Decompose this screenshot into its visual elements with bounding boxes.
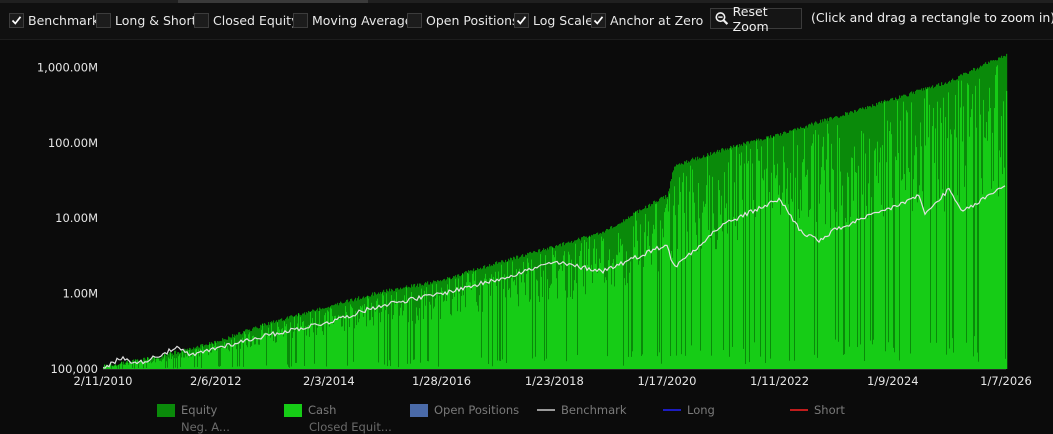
benchmark-checkbox[interactable] [9, 13, 24, 28]
legend-item-benchmark[interactable]: Benchmark [537, 403, 627, 417]
closed-equity-option[interactable]: Closed Equity [194, 11, 299, 29]
legend-swatch [284, 404, 302, 417]
legend-item-open-positions[interactable]: Open Positions [410, 403, 519, 417]
legend-label: Open Positions [434, 403, 519, 417]
moving-average-checkbox[interactable] [293, 13, 308, 28]
legend-label: Equity [181, 403, 217, 417]
long-short-option[interactable]: Long & Short [96, 11, 197, 29]
legend-item-equity[interactable]: Equity [157, 403, 217, 417]
chart-toolbar: Benchmark Long & Short Closed Equity Mov… [0, 0, 1053, 40]
x-tick-label: 1/7/2026 [980, 374, 1032, 388]
x-tick-label: 1/28/2016 [412, 374, 471, 388]
closed-equity-label: Closed Equity [213, 13, 299, 28]
y-tick-label: 1.00M [62, 287, 98, 301]
legend-line [790, 409, 808, 411]
moving-average-option[interactable]: Moving Average [293, 11, 412, 29]
y-tick-label: 1,000.00M [37, 60, 98, 74]
legend-swatch [157, 404, 175, 417]
y-tick-label: 10.00M [55, 211, 98, 225]
x-tick-label: 2/6/2012 [190, 374, 242, 388]
log-scale-label: Log Scale [533, 13, 593, 28]
y-tick-label: 100.00M [48, 136, 98, 150]
x-tick-label: 1/17/2020 [637, 374, 696, 388]
legend-label: Cash [308, 403, 336, 417]
legend-line [663, 409, 681, 411]
legend-swatch [410, 404, 428, 417]
log-scale-option[interactable]: Log Scale [514, 11, 593, 29]
chart-legend: Equity Cash Open Positions Benchmark Lon… [0, 403, 1053, 427]
open-positions-option[interactable]: Open Positions [407, 11, 519, 29]
legend-item-neg: Neg. A... [181, 420, 230, 434]
benchmark-option[interactable]: Benchmark [9, 11, 99, 29]
legend-item-closed-equity: Closed Equit... [309, 420, 392, 434]
open-positions-label: Open Positions [426, 13, 519, 28]
checkmark-icon [11, 15, 22, 26]
zoom-hint: (Click and drag a rectangle to zoom in) [811, 10, 1053, 25]
x-tick-label: 2/11/2010 [74, 374, 133, 388]
closed-equity-checkbox[interactable] [194, 13, 209, 28]
x-tick-label: 1/23/2018 [525, 374, 584, 388]
x-axis: 2/11/2010 2/6/2012 2/3/2014 1/28/2016 1/23/2… [74, 370, 1032, 389]
zoom-out-icon [715, 11, 729, 26]
legend-label: Benchmark [561, 403, 627, 417]
checkmark-icon [516, 15, 527, 26]
long-short-label: Long & Short [115, 13, 197, 28]
long-short-checkbox[interactable] [96, 13, 111, 28]
benchmark-label: Benchmark [28, 13, 99, 28]
window-top-border [0, 0, 1053, 3]
legend-label: Long [687, 403, 715, 417]
legend-item-short[interactable]: Short [790, 403, 845, 417]
x-tick-label: 1/9/2024 [867, 374, 919, 388]
log-scale-checkbox[interactable] [514, 13, 529, 28]
open-positions-checkbox[interactable] [407, 13, 422, 28]
legend-item-long[interactable]: Long [663, 403, 715, 417]
checkmark-icon [593, 15, 604, 26]
reset-zoom-label: Reset Zoom [733, 4, 801, 34]
equity-bars [103, 54, 1007, 369]
x-tick-label: 1/11/2022 [750, 374, 809, 388]
legend-item-cash[interactable]: Cash [284, 403, 336, 417]
cash-bar [1006, 91, 1007, 369]
legend-label: Short [814, 403, 845, 417]
legend-line [537, 409, 555, 411]
anchor-zero-checkbox[interactable] [591, 13, 606, 28]
moving-average-label: Moving Average [312, 13, 412, 28]
anchor-zero-option[interactable]: Anchor at Zero [591, 11, 703, 29]
anchor-zero-label: Anchor at Zero [610, 13, 703, 28]
reset-zoom-button[interactable]: Reset Zoom [710, 8, 802, 29]
x-tick-label: 2/3/2014 [303, 374, 355, 388]
